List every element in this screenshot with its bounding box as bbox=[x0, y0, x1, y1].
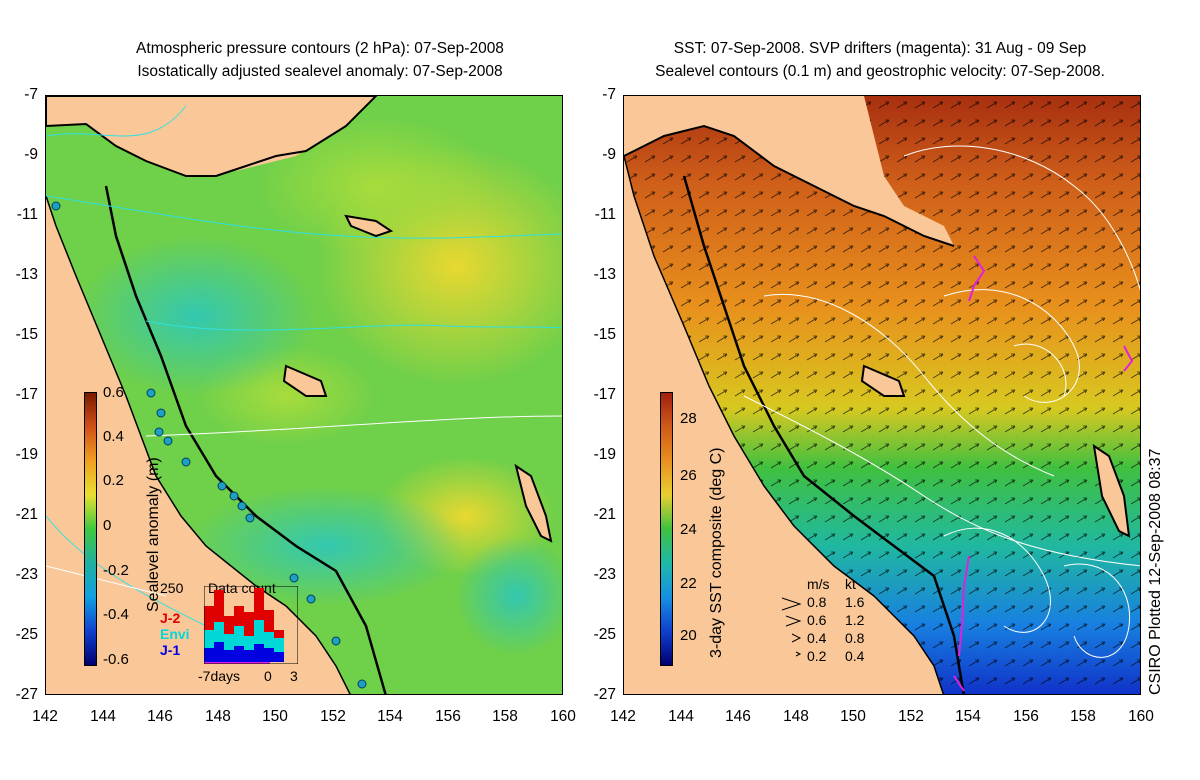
left-x-tick: 152 bbox=[320, 708, 346, 725]
velocity-key: m/s kt 0.8 1.6 0.6 1.2 0.4 0.8 0.2 0.4 bbox=[780, 576, 880, 666]
data-count-bars bbox=[204, 586, 298, 664]
velocity-header-ms: m/s bbox=[807, 576, 830, 592]
right-map-graphic bbox=[624, 96, 1140, 694]
left-colorbar-tick: -0.4 bbox=[103, 606, 129, 623]
right-x-tick: 146 bbox=[725, 708, 751, 725]
right-x-tick: 158 bbox=[1070, 708, 1096, 725]
right-colorbar-tick: 24 bbox=[680, 521, 697, 538]
left-x-tick: 156 bbox=[435, 708, 461, 725]
legend-envi: Envi bbox=[160, 626, 190, 642]
left-x-tick: 144 bbox=[90, 708, 116, 725]
left-y-tick: -15 bbox=[15, 326, 38, 343]
velocity-ms-value: 0.4 bbox=[807, 630, 827, 646]
velocity-arrow-symbols bbox=[781, 597, 802, 657]
inset-ymax-label: 250 bbox=[160, 580, 184, 596]
left-colorbar-tick: -0.6 bbox=[103, 651, 129, 668]
right-colorbar-tick: 20 bbox=[680, 627, 697, 644]
right-x-tick: 152 bbox=[898, 708, 924, 725]
left-y-tick: -27 bbox=[15, 686, 38, 703]
right-y-tick: -9 bbox=[602, 146, 616, 163]
left-y-tick: -23 bbox=[15, 566, 38, 583]
left-y-tick: -13 bbox=[15, 266, 38, 283]
right-colorbar-tick: 22 bbox=[680, 575, 697, 592]
right-y-tick: -21 bbox=[593, 506, 616, 523]
right-sst-map bbox=[623, 95, 1141, 695]
inset-xlabel-zero: 0 bbox=[264, 668, 272, 684]
left-colorbar-tick: 0.4 bbox=[103, 428, 124, 445]
right-colorbar-tick: 28 bbox=[680, 410, 697, 427]
left-colorbar-tick: 0.2 bbox=[103, 472, 124, 489]
right-x-tick: 160 bbox=[1128, 708, 1154, 725]
right-y-tick: -27 bbox=[593, 686, 616, 703]
credit-text: CSIRO Plotted 12-Sep-2008 08:37 bbox=[1147, 448, 1164, 695]
right-colorbar-label: 3-day SST composite (deg C) bbox=[708, 447, 725, 658]
velocity-ms-value: 0.8 bbox=[807, 594, 827, 610]
right-y-tick: -23 bbox=[593, 566, 616, 583]
left-colorbar-tick: 0.6 bbox=[103, 384, 124, 401]
right-y-tick: -25 bbox=[593, 626, 616, 643]
left-y-tick: -7 bbox=[24, 86, 38, 103]
left-y-tick: -21 bbox=[15, 506, 38, 523]
data-count-inset: 250 Data count J-2 Envi J-1 -7days 0 3 bbox=[160, 578, 310, 688]
left-x-tick: 150 bbox=[262, 708, 288, 725]
right-x-tick: 144 bbox=[668, 708, 694, 725]
velocity-kt-value: 1.2 bbox=[845, 612, 865, 628]
left-y-tick: -17 bbox=[15, 386, 38, 403]
right-x-tick: 154 bbox=[955, 708, 981, 725]
right-y-tick: -15 bbox=[593, 326, 616, 343]
left-title-line2: Isostatically adjusted sealevel anomaly:… bbox=[137, 63, 503, 80]
left-y-tick: -9 bbox=[24, 146, 38, 163]
right-title-line2: Sealevel contours (0.1 m) and geostrophi… bbox=[655, 63, 1105, 80]
right-y-tick: -13 bbox=[593, 266, 616, 283]
inset-xlabel-end: 3 bbox=[290, 668, 298, 684]
right-y-tick: -7 bbox=[602, 86, 616, 103]
right-colorbar bbox=[660, 392, 673, 666]
left-x-tick: 154 bbox=[377, 708, 403, 725]
left-x-tick: 146 bbox=[147, 708, 173, 725]
legend-j1: J-1 bbox=[160, 642, 181, 658]
left-map-graphic bbox=[46, 96, 562, 694]
velocity-kt-value: 1.6 bbox=[845, 594, 865, 610]
right-y-tick: -17 bbox=[593, 386, 616, 403]
right-x-tick: 142 bbox=[610, 708, 636, 725]
left-colorbar-tick: -0.2 bbox=[103, 562, 129, 579]
left-sealevel-map bbox=[45, 95, 563, 695]
right-x-tick: 156 bbox=[1013, 708, 1039, 725]
right-title-line1: SST: 07-Sep-2008. SVP drifters (magenta)… bbox=[673, 40, 1087, 57]
left-y-tick: -19 bbox=[15, 446, 38, 463]
velocity-kt-value: 0.4 bbox=[845, 648, 865, 664]
left-colorbar-tick: 0 bbox=[103, 517, 112, 534]
left-title-line1: Atmospheric pressure contours (2 hPa): 0… bbox=[136, 40, 504, 57]
right-y-tick: -11 bbox=[594, 206, 616, 223]
right-colorbar-tick: 26 bbox=[680, 467, 697, 484]
left-y-tick: -25 bbox=[15, 626, 38, 643]
left-x-tick: 142 bbox=[32, 708, 58, 725]
velocity-kt-value: 0.8 bbox=[845, 630, 865, 646]
left-colorbar bbox=[84, 392, 97, 666]
velocity-ms-value: 0.6 bbox=[807, 612, 827, 628]
right-x-tick: 150 bbox=[840, 708, 866, 725]
left-x-tick: 148 bbox=[205, 708, 231, 725]
inset-xlabel-start: -7days bbox=[198, 668, 241, 684]
right-x-tick: 148 bbox=[783, 708, 809, 725]
left-y-tick: -11 bbox=[16, 206, 38, 223]
left-x-tick: 158 bbox=[492, 708, 518, 725]
velocity-header-kt: kt bbox=[845, 576, 856, 592]
right-y-tick: -19 bbox=[593, 446, 616, 463]
velocity-ms-value: 0.2 bbox=[807, 648, 827, 664]
left-x-tick: 160 bbox=[550, 708, 576, 725]
legend-j2: J-2 bbox=[160, 610, 181, 626]
